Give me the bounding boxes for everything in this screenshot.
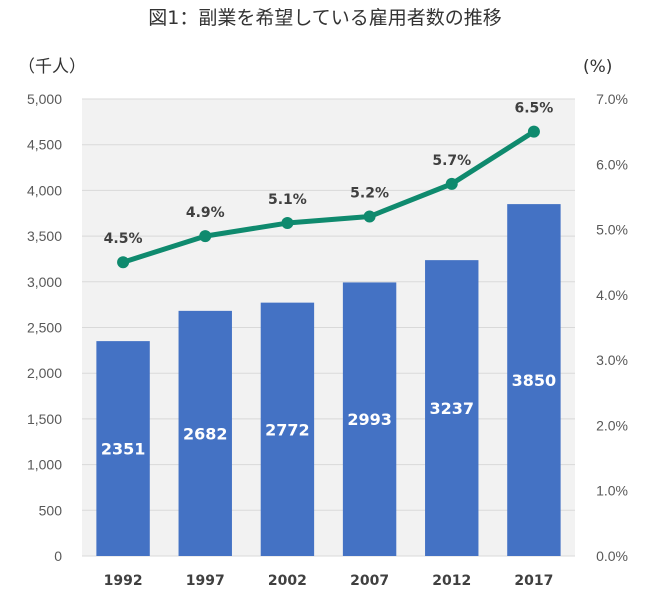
line-value-label: 4.9% (186, 205, 225, 221)
line-value-label: 6.5% (515, 101, 554, 117)
left-axis-ticks: 0 500 1,000 1,500 2,000 2,500 3,000 3,500 4,000 4… (27, 91, 62, 564)
line-value-labels: 4.5% 4.9% 5.1% 5.2% 5.7% 6.5% (104, 101, 554, 248)
right-tick-label: 4.0% (596, 287, 628, 303)
line-point (527, 125, 540, 138)
line-point (281, 217, 294, 230)
line-series (117, 125, 540, 269)
left-tick-label: 2,500 (27, 320, 62, 336)
bar-value-label: 3850 (512, 371, 557, 390)
left-tick-label: 500 (39, 502, 63, 518)
bar (178, 310, 232, 556)
line-point (445, 177, 458, 190)
series-line (122, 129, 536, 265)
line-point (199, 230, 212, 243)
chart-title: 図1：副業を希望している雇用者数の推移 (148, 7, 502, 29)
right-tick-label: 7.0% (596, 91, 628, 107)
line-value-label: 4.5% (104, 231, 143, 247)
bar-value-label: 2351 (101, 440, 146, 459)
left-tick-label: 0 (54, 548, 62, 564)
bar (507, 204, 561, 557)
left-tick-label: 1,500 (27, 411, 62, 427)
bar-value-label: 2772 (265, 420, 310, 439)
line-value-label: 5.1% (268, 192, 307, 208)
x-tick-label: 2012 (432, 573, 471, 589)
left-tick-label: 4,000 (27, 182, 62, 198)
bar (425, 260, 479, 556)
left-tick-label: 5,000 (27, 91, 62, 107)
right-tick-label: 3.0% (596, 352, 628, 368)
bar-value-labels: 2351 2682 2772 2993 3237 3850 (101, 371, 556, 459)
right-tick-label: 6.0% (596, 156, 628, 172)
bar (96, 341, 150, 556)
right-axis-unit: (%) (583, 57, 612, 77)
line-value-label: 5.2% (350, 186, 389, 202)
x-tick-label: 2007 (350, 573, 389, 589)
right-axis-ticks: 0.0% 1.0% 2.0% 3.0% 4.0% 5.0% 6.0% 7.0% (596, 91, 628, 564)
left-tick-label: 4,500 (27, 137, 62, 153)
left-tick-label: 3,000 (27, 274, 62, 290)
bar (342, 282, 397, 556)
left-tick-label: 2,000 (27, 365, 62, 381)
line-point (363, 210, 376, 223)
x-tick-label: 1997 (186, 573, 225, 589)
x-axis-ticks: 1992 1997 2002 2007 2012 2017 (104, 573, 554, 589)
x-tick-label: 2017 (514, 573, 553, 589)
line-value-label: 5.7% (432, 153, 471, 169)
line-point (117, 256, 130, 269)
bar-series (96, 204, 561, 557)
right-tick-label: 2.0% (596, 417, 628, 433)
left-tick-label: 3,500 (27, 228, 62, 244)
right-tick-label: 1.0% (596, 483, 628, 499)
bar-value-label: 2993 (347, 410, 392, 429)
bar-value-label: 2682 (183, 424, 228, 443)
x-tick-label: 2002 (268, 573, 307, 589)
x-tick-label: 1992 (104, 573, 143, 589)
bar (260, 302, 315, 556)
bar-value-label: 3237 (429, 399, 474, 418)
gridlines (82, 98, 575, 557)
right-tick-label: 5.0% (596, 222, 628, 238)
left-tick-label: 1,000 (27, 457, 62, 473)
left-axis-unit: （千人） (18, 57, 86, 77)
right-tick-label: 0.0% (596, 548, 628, 564)
